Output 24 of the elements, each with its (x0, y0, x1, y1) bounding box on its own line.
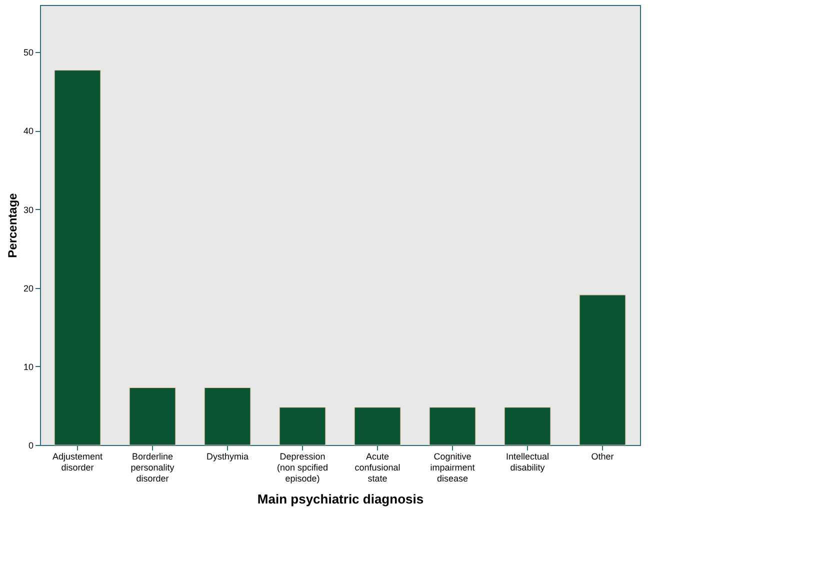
x-tick-label: Intellectual disability (506, 452, 550, 472)
y-axis-title: Percentage (5, 192, 20, 258)
x-tick-label: Acute confusional state (354, 452, 400, 484)
y-tick-label: 30 (23, 204, 34, 215)
bar (429, 406, 476, 446)
x-tick-label: Cognitive impairment disease (430, 452, 476, 484)
x-tick-label: Depression (non spcified episode) (276, 452, 328, 484)
bar (504, 406, 551, 446)
x-tick-label: Other (591, 452, 614, 462)
bar (354, 406, 401, 446)
bar (204, 387, 251, 446)
y-tick-label: 0 (28, 440, 34, 450)
y-tick-label: 50 (23, 48, 34, 58)
y-tick-label: 40 (23, 126, 34, 136)
x-tick-label: Borderline personality disorder (130, 452, 175, 484)
y-tick-label: 20 (23, 283, 34, 294)
x-tick-label: Dysthymia (206, 452, 249, 462)
x-tick-label: Adjustement disorder (52, 452, 104, 472)
bar (54, 70, 101, 446)
bar (579, 294, 626, 446)
bar (279, 406, 326, 446)
bar (129, 387, 176, 446)
y-tick-label: 10 (23, 362, 34, 372)
x-axis-title: Main psychiatric diagnosis (257, 492, 424, 506)
